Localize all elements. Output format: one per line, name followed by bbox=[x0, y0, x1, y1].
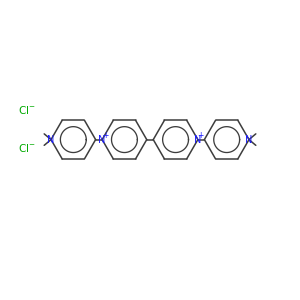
Text: N: N bbox=[245, 135, 253, 145]
Text: N: N bbox=[47, 135, 55, 145]
Text: Cl$^{-}$: Cl$^{-}$ bbox=[18, 104, 35, 116]
Text: N: N bbox=[194, 135, 202, 145]
Text: +: + bbox=[102, 130, 108, 140]
Text: N: N bbox=[98, 135, 106, 145]
Text: Cl$^{-}$: Cl$^{-}$ bbox=[18, 142, 35, 154]
Text: +: + bbox=[198, 130, 204, 140]
